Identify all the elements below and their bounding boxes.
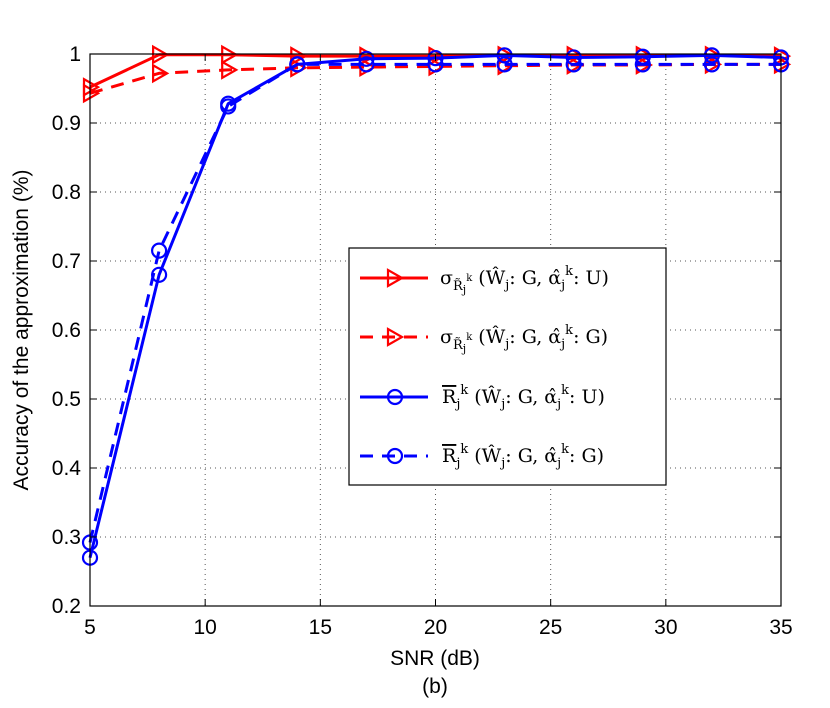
y-tick-label: 0.5 — [52, 388, 81, 411]
data-point-circle — [151, 242, 168, 259]
data-point-circle — [358, 50, 375, 67]
data-point-circle — [496, 47, 513, 64]
data-point-circle — [358, 56, 375, 73]
legend-marker-triangle — [386, 268, 405, 288]
data-point-circle — [703, 47, 721, 64]
data-point-triangle — [221, 44, 239, 65]
data-point-circle — [565, 56, 582, 73]
data-point-triangle — [152, 44, 170, 65]
data-point-circle — [289, 56, 306, 73]
subfigure-caption: (b) — [422, 675, 448, 698]
data-point-circle — [496, 56, 513, 73]
x-tick-label: 5 — [84, 616, 96, 639]
y-tick-label: 1 — [69, 43, 81, 66]
y-tick-label: 0.7 — [52, 250, 81, 273]
legend-box — [348, 247, 667, 486]
data-point-circle — [634, 56, 651, 73]
y-tick-label: 0.4 — [52, 457, 82, 480]
x-tick-label: 15 — [309, 616, 332, 639]
y-axis-label: Accuracy of the approximation (%) — [10, 170, 33, 491]
y-tick-label: 0.2 — [52, 595, 81, 618]
data-point-circle — [703, 56, 721, 73]
data-point-circle — [427, 50, 444, 67]
data-point-triangle — [152, 63, 170, 84]
legend-label-r-g: Rjk (Ŵj: G, α̂jk: G) — [442, 442, 604, 471]
data-point-triangle — [221, 59, 239, 80]
x-axis-label: SNR (dB) — [390, 647, 480, 670]
y-tick-label: 0.9 — [52, 112, 81, 135]
legend-marker-circle — [386, 447, 404, 465]
legend-entry-r-g: Rjk (Ŵj: G, α̂jk: G) — [360, 442, 604, 471]
y-tick-label: 0.6 — [52, 319, 81, 342]
y-tick-label: 0.8 — [52, 181, 81, 204]
y-tick-label: 0.3 — [52, 526, 81, 549]
series-4 — [81, 56, 790, 551]
legend-entry-r-u: Rjk (Ŵj: G, α̂jk: U) — [360, 383, 605, 412]
data-point-triangle — [82, 83, 101, 104]
data-point-circle — [220, 98, 237, 115]
series-line — [88, 62, 781, 543]
x-tick-label: 35 — [769, 616, 792, 639]
legend: σR̃jk (Ŵj: G, α̂jk: U) σR̃jk (Ŵj: G, α̂j… — [348, 247, 667, 486]
x-tick-label: 20 — [424, 616, 447, 639]
axis-ticks: 5 10 15 20 25 30 35 0.2 0.3 0.4 0.5 0.6 0.7 0.8 0.9 1 — [52, 43, 793, 639]
data-point-triangle — [290, 46, 308, 66]
legend-label-r-u: Rjk (Ŵj: G, α̂jk: U) — [442, 383, 605, 412]
x-tick-label: 10 — [193, 616, 216, 639]
x-tick-label: 25 — [539, 616, 562, 639]
legend-marker-triangle — [386, 327, 405, 347]
x-tick-label: 30 — [654, 616, 677, 639]
legend-marker-circle — [386, 388, 404, 406]
